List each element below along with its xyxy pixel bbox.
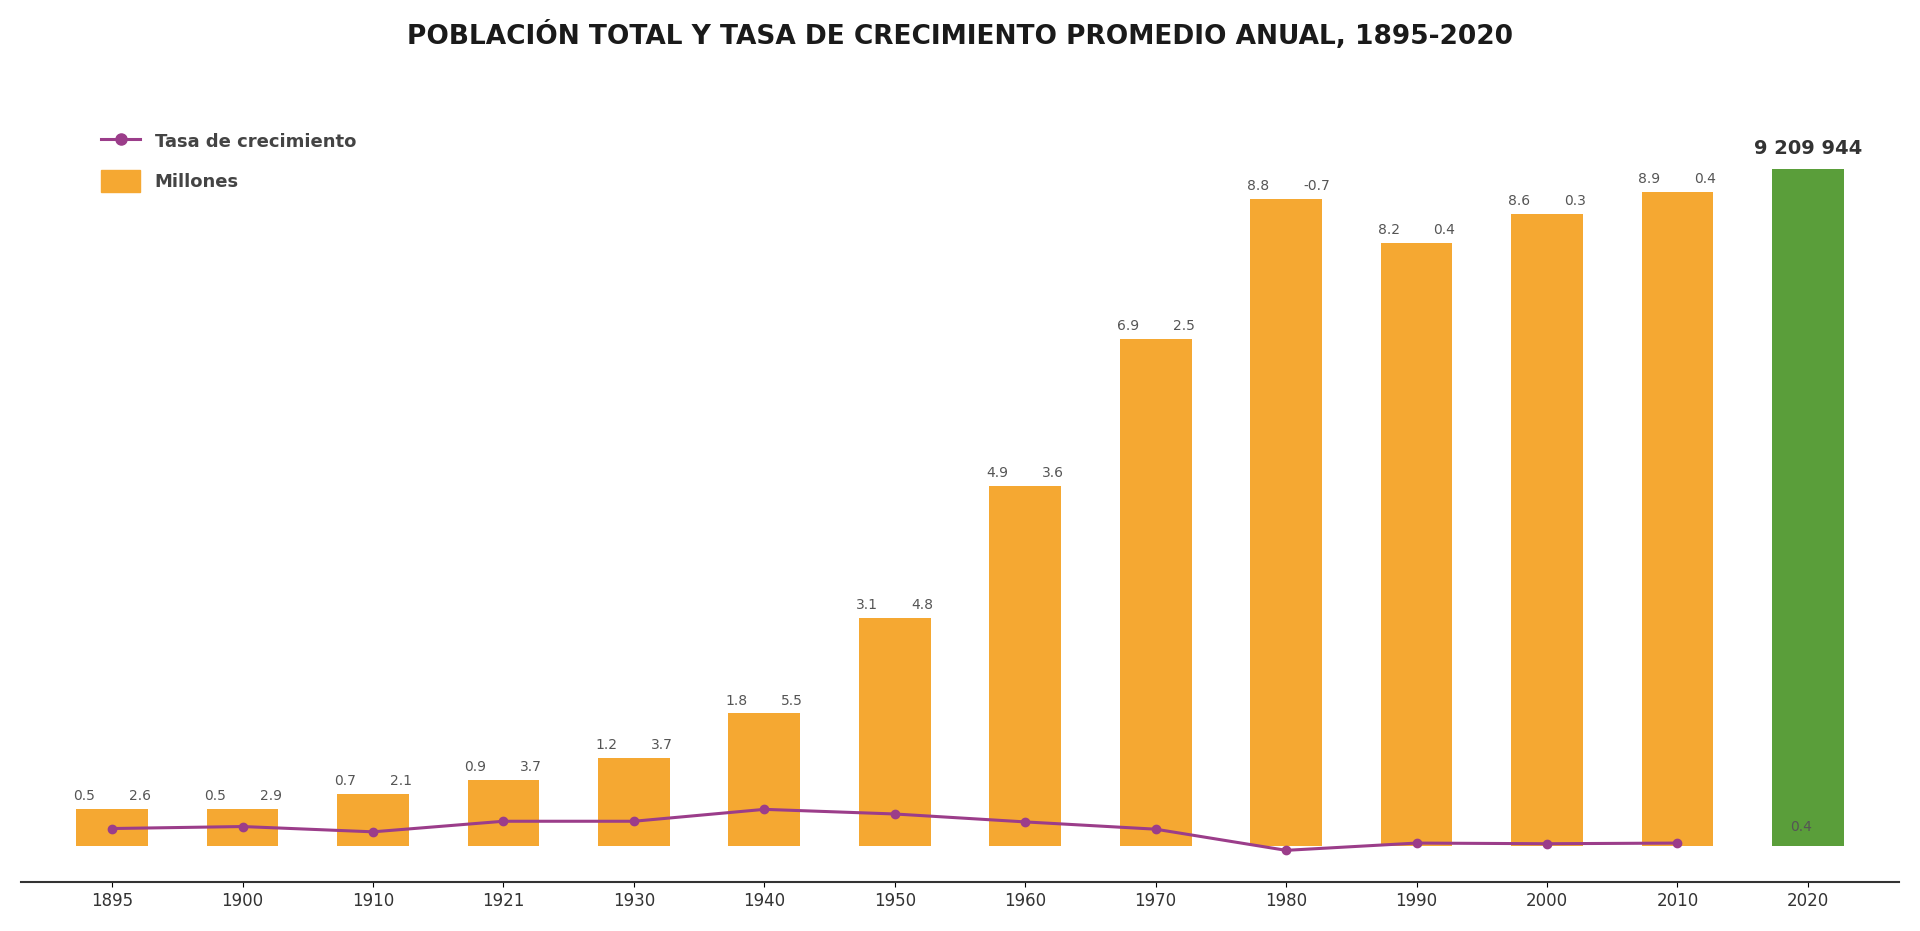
Text: 3.7: 3.7	[651, 737, 672, 751]
Bar	[207, 809, 278, 845]
Bar	[338, 794, 409, 845]
Bar	[77, 809, 148, 845]
Text: 0.5: 0.5	[204, 789, 227, 803]
Title: POBLACIÓN TOTAL Y TASA DE CRECIMIENTO PROMEDIO ANUAL, 1895-2020: POBLACIÓN TOTAL Y TASA DE CRECIMIENTO PR…	[407, 20, 1513, 50]
Legend: Tasa de crecimiento, Millones: Tasa de crecimiento, Millones	[86, 115, 371, 207]
Text: 2.1: 2.1	[390, 775, 413, 789]
Bar	[1772, 169, 1843, 845]
Text: 3.6: 3.6	[1043, 466, 1064, 479]
Text: 0.4: 0.4	[1434, 223, 1455, 237]
Text: 0.9: 0.9	[465, 760, 486, 774]
Text: 2.9: 2.9	[259, 789, 282, 803]
Text: 4.8: 4.8	[912, 598, 933, 612]
Text: 0.7: 0.7	[334, 775, 355, 789]
Text: 0.4: 0.4	[1789, 820, 1812, 834]
Bar	[1642, 192, 1713, 845]
Text: 9 209 944: 9 209 944	[1753, 139, 1862, 158]
Text: 2.6: 2.6	[129, 789, 152, 803]
Text: 1.8: 1.8	[726, 694, 747, 708]
Bar	[1119, 339, 1192, 845]
Bar	[597, 758, 670, 845]
Text: 8.2: 8.2	[1377, 223, 1400, 237]
Text: 0.4: 0.4	[1693, 172, 1716, 186]
Text: 0.5: 0.5	[73, 789, 96, 803]
Text: 0.3: 0.3	[1565, 194, 1586, 209]
Text: 8.6: 8.6	[1507, 194, 1530, 209]
Bar	[1511, 214, 1582, 845]
Text: 5.5: 5.5	[781, 694, 803, 708]
Text: 1.2: 1.2	[595, 737, 616, 751]
Bar	[1380, 243, 1452, 845]
Bar	[989, 486, 1062, 845]
Text: 3.7: 3.7	[520, 760, 541, 774]
Text: 2.5: 2.5	[1173, 319, 1194, 333]
Text: 8.9: 8.9	[1638, 172, 1661, 186]
Text: 3.1: 3.1	[856, 598, 877, 612]
Text: 8.8: 8.8	[1246, 180, 1269, 194]
Bar	[858, 618, 931, 845]
Bar	[468, 779, 540, 845]
Text: -0.7: -0.7	[1304, 180, 1331, 194]
Bar	[1250, 199, 1323, 845]
Text: 6.9: 6.9	[1117, 319, 1139, 333]
Bar	[728, 713, 801, 845]
Text: 4.9: 4.9	[987, 466, 1008, 479]
